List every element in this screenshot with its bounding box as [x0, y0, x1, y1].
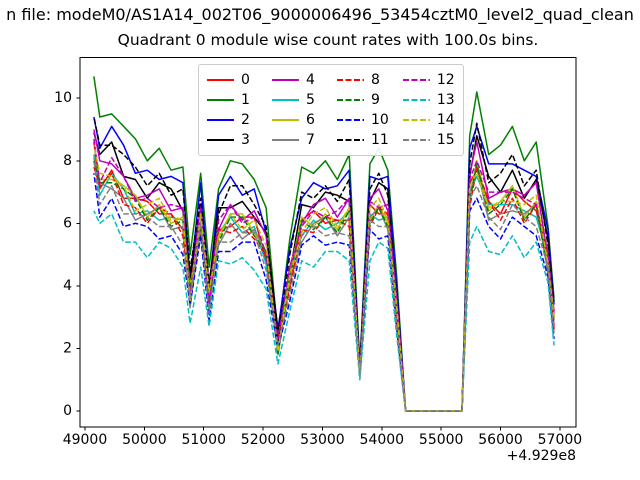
legend-item-4: 4 — [272, 73, 323, 87]
legend-item-10: 10 — [337, 113, 389, 127]
legend-label: 5 — [306, 92, 315, 108]
legend-item-2: 2 — [207, 113, 258, 127]
series-line-12 — [93, 138, 555, 412]
legend-line-sample — [272, 119, 299, 121]
legend-line-sample — [272, 99, 299, 101]
legend-line-sample — [402, 79, 430, 81]
legend-label: 0 — [241, 72, 250, 88]
x-tick-label: 53000 — [300, 432, 345, 448]
legend-line-sample — [337, 79, 364, 81]
legend-line-sample — [272, 139, 299, 141]
series-line-4 — [93, 129, 555, 412]
series-line-15 — [93, 160, 555, 412]
legend-label: 7 — [306, 132, 315, 148]
y-tick-label: 4 — [63, 278, 72, 294]
y-tick-label: 0 — [63, 403, 72, 419]
legend-line-sample — [402, 99, 430, 101]
legend-label: 14 — [436, 112, 455, 128]
legend-line-sample — [337, 119, 364, 121]
x-tick-label: 54000 — [360, 432, 405, 448]
legend-line-sample — [402, 139, 430, 141]
y-tick-label: 10 — [54, 90, 72, 106]
series-line-8 — [93, 166, 555, 412]
legend-line-sample — [207, 79, 234, 81]
x-tick-label: 57000 — [538, 432, 583, 448]
series-line-11 — [93, 116, 555, 412]
legend-line-sample — [207, 99, 234, 101]
legend-item-12: 12 — [402, 72, 455, 88]
x-axis-offset-label: +4.929e8 — [507, 448, 576, 464]
legend-label: 9 — [371, 92, 380, 108]
series-line-10 — [93, 173, 555, 412]
legend-label: 4 — [306, 72, 315, 88]
y-tick-label: 6 — [63, 215, 72, 231]
legend-item-3: 3 — [207, 133, 258, 147]
legend-item-7: 7 — [272, 133, 323, 147]
x-tick-label: 49000 — [63, 432, 108, 448]
legend-item-0: 0 — [207, 73, 258, 87]
legend-label: 3 — [241, 132, 250, 148]
legend-label: 15 — [436, 132, 455, 148]
y-tick-label: 2 — [63, 340, 72, 356]
x-tick-label: 51000 — [181, 432, 226, 448]
axes-title: Quadrant 0 module wise count rates with … — [117, 31, 539, 49]
legend-item-1: 1 — [207, 93, 258, 107]
figure-title: n file: modeM0/AS1A14_002T06_9000006496_… — [6, 5, 634, 24]
legend: 0 1 2 3 4 5 6 7 8 9 10 11 12 13 14 15 — [198, 64, 464, 156]
x-tick-label: 55000 — [419, 432, 464, 448]
y-tick-label: 8 — [63, 153, 72, 169]
legend-line-sample — [337, 139, 364, 141]
x-tick-label: 52000 — [241, 432, 286, 448]
legend-item-9: 9 — [337, 93, 389, 107]
legend-item-14: 14 — [402, 112, 455, 128]
legend-line-sample — [207, 119, 234, 121]
legend-item-5: 5 — [272, 93, 323, 107]
legend-item-6: 6 — [272, 113, 323, 127]
legend-line-sample — [402, 119, 430, 121]
series-line-1 — [93, 76, 555, 412]
legend-label: 1 — [241, 92, 250, 108]
legend-label: 10 — [371, 112, 389, 128]
x-tick-label: 56000 — [478, 432, 523, 448]
series-line-9 — [93, 160, 555, 412]
legend-label: 2 — [241, 112, 250, 128]
legend-label: 8 — [371, 72, 380, 88]
legend-item-13: 13 — [402, 92, 455, 108]
series-line-14 — [93, 145, 555, 412]
legend-label: 12 — [436, 72, 455, 88]
x-tick-label: 50000 — [122, 432, 167, 448]
series-line-3 — [93, 132, 555, 412]
legend-label: 11 — [371, 132, 389, 148]
legend-item-15: 15 — [402, 132, 455, 148]
legend-line-sample — [272, 79, 299, 81]
legend-label: 13 — [436, 92, 455, 108]
series-line-13 — [93, 210, 555, 412]
legend-label: 6 — [306, 112, 315, 128]
axes-frame — [79, 57, 577, 428]
legend-item-11: 11 — [337, 133, 389, 147]
legend-item-8: 8 — [337, 73, 389, 87]
legend-line-sample — [207, 139, 234, 141]
legend-line-sample — [337, 99, 364, 101]
